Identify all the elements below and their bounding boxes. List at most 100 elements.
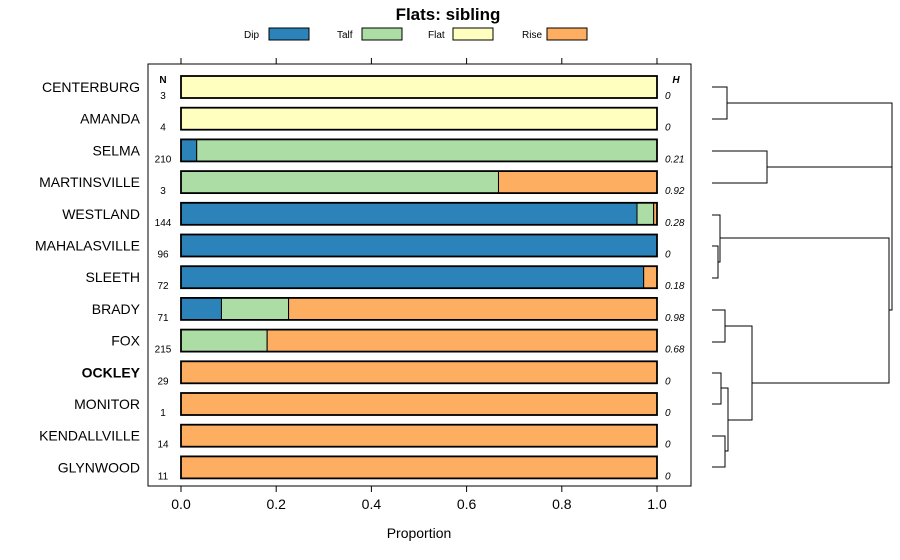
bar-segment-rise (180, 360, 658, 384)
h-value: 0 (665, 440, 671, 451)
category-label: KENDALLVILLE (39, 428, 140, 444)
x-axis-label: Proportion (387, 525, 452, 541)
dendrogram-branch (712, 309, 726, 343)
n-value: 1 (160, 408, 166, 419)
x-tick-label: 0.6 (457, 496, 477, 512)
bar-outline (180, 265, 658, 290)
n-column-header: N (159, 75, 166, 86)
plot-frame (147, 63, 692, 487)
bar-segment-flat (180, 107, 658, 131)
n-value: 14 (157, 440, 169, 451)
bar-segment-talf (636, 202, 655, 226)
bar-outline (180, 233, 658, 258)
h-value: 0 (665, 250, 671, 261)
bar-segment-rise (180, 392, 658, 416)
n-value: 71 (157, 313, 169, 324)
bar-outline (180, 138, 658, 163)
dendrogram (712, 86, 893, 468)
dendrogram-branch (767, 166, 893, 311)
category-label: CENTERBURG (42, 79, 140, 95)
x-tick-label: 1.0 (647, 496, 667, 512)
category-label: OCKLEY (82, 364, 141, 380)
bar-segment-dip (180, 234, 658, 257)
h-value: 0.21 (665, 154, 684, 165)
dendrogram-branch (712, 435, 726, 468)
category-label: BRADY (92, 301, 141, 317)
dendrogram-branch (712, 245, 719, 279)
legend: Dip Talf Flat Rise (244, 27, 588, 41)
n-value: 4 (160, 123, 166, 134)
h-value: 0.28 (665, 218, 685, 229)
bar-segment-talf (220, 297, 290, 321)
n-value: 29 (157, 376, 169, 387)
bar-segment-rise (180, 424, 658, 448)
h-column-header: H (672, 75, 680, 86)
bar-rows: CENTERBURG 3 0 AMANDA 4 0 SELMA 210 0.21 MARTINSV… (35, 75, 685, 482)
bar-outline (180, 423, 658, 448)
h-value: 0 (665, 408, 671, 419)
bar-segment-rise (288, 297, 658, 321)
bar-segment-dip (180, 265, 645, 289)
dendrogram-branch (712, 372, 722, 405)
bar-outline (180, 360, 658, 385)
bar-segment-rise (180, 455, 658, 479)
x-tick-label: 0.0 (171, 496, 191, 512)
bar-segment-flat (180, 75, 658, 99)
category-label: MONITOR (74, 396, 140, 412)
bar-outline (180, 75, 658, 99)
legend-swatch-dip (268, 27, 310, 41)
bar-outline (180, 296, 658, 321)
n-value: 96 (157, 250, 169, 261)
category-label: MARTINSVILLE (39, 174, 140, 190)
bar-segment-dip (180, 138, 198, 162)
legend-label-dip: Dip (244, 30, 259, 41)
n-value: 3 (160, 91, 166, 102)
category-label: FOX (111, 333, 140, 349)
category-label: GLYNWOOD (58, 459, 140, 475)
n-value: 215 (155, 345, 172, 356)
category-label: AMANDA (80, 111, 141, 127)
dendrogram-branch (720, 237, 890, 384)
n-value: 72 (157, 281, 169, 292)
legend-label-talf: Talf (337, 30, 353, 41)
category-label: MAHALASVILLE (35, 238, 140, 254)
h-value: 0 (665, 91, 671, 102)
x-axis: 0.0 0.2 0.4 0.6 0.8 1.0 (171, 58, 667, 512)
bar-outline (180, 455, 658, 480)
bar-segment-rise (266, 329, 658, 353)
bar-segment-rise (497, 170, 658, 194)
h-value: 0 (665, 123, 671, 134)
n-value: 3 (160, 186, 166, 197)
h-value: 0.68 (665, 345, 685, 356)
h-value: 0.98 (665, 313, 685, 324)
legend-swatch-rise (546, 27, 588, 41)
dendrogram-branch (727, 102, 893, 168)
bar-segment-rise (643, 265, 658, 289)
bar-outline (180, 392, 658, 416)
bar-outline (180, 106, 658, 131)
n-value: 210 (155, 154, 172, 165)
h-value: 0 (665, 376, 671, 387)
legend-swatch-talf (361, 27, 403, 41)
legend-swatch-flat (452, 27, 494, 41)
h-value: 0.18 (665, 281, 685, 292)
x-tick-label: 0.2 (266, 496, 286, 512)
category-label: SELMA (93, 142, 141, 158)
bar-segment-dip (180, 202, 638, 226)
chart-title: Flats: sibling (396, 5, 501, 24)
bar-segment-talf (196, 138, 658, 162)
bar-outline (180, 170, 658, 195)
bar-segment-talf (180, 329, 268, 353)
dendrogram-branch (712, 214, 721, 263)
dendrogram-branch (725, 325, 753, 421)
bar-segment-dip (180, 297, 222, 321)
h-value: 0 (665, 471, 671, 482)
dendrogram-branch (712, 86, 728, 120)
n-value: 11 (158, 471, 169, 482)
category-label: WESTLAND (62, 206, 140, 222)
bar-outline (180, 201, 658, 226)
x-tick-label: 0.8 (552, 496, 572, 512)
dendrogram-branch (712, 150, 768, 184)
legend-label-flat: Flat (428, 30, 445, 41)
bar-outline (180, 328, 658, 353)
